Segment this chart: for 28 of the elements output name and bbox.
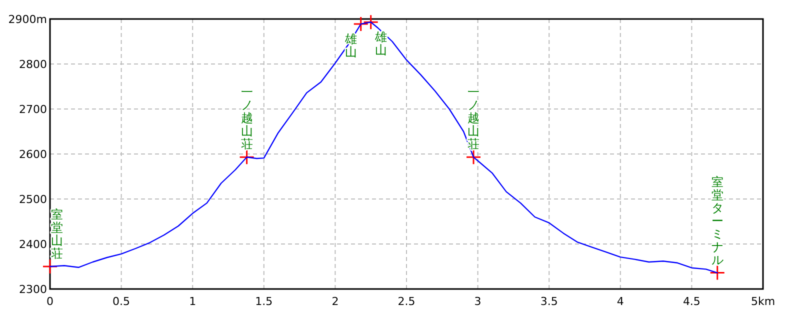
point bbox=[466, 149, 482, 165]
annotation: 室堂ターミナル bbox=[711, 174, 724, 267]
point bbox=[353, 16, 369, 32]
annotation: 室堂山荘 bbox=[51, 208, 63, 260]
y-tick-label: 2400 bbox=[19, 238, 47, 251]
point bbox=[239, 149, 255, 165]
x-tick-label: 1 bbox=[189, 295, 196, 308]
annotation: 一ノ越山荘 bbox=[240, 85, 253, 152]
annotation: 雄山 bbox=[374, 30, 387, 58]
x-tick-label: 4 bbox=[616, 295, 624, 308]
y-tick-label: 2700 bbox=[19, 103, 47, 116]
x-tick-label: 3.5 bbox=[540, 295, 558, 308]
x-tick-label: 5km bbox=[750, 295, 776, 308]
x-tick-label: 2.5 bbox=[398, 295, 416, 308]
x-tick-label: 4.5 bbox=[682, 295, 700, 308]
y-tick-label: 2300 bbox=[19, 283, 47, 296]
point bbox=[710, 265, 726, 281]
point bbox=[363, 14, 379, 30]
y-tick-label: 2600 bbox=[19, 148, 47, 161]
y-tick-label: 2900m bbox=[8, 13, 47, 26]
y-tick-label: 2500 bbox=[19, 193, 47, 206]
x-tick-label: 0 bbox=[46, 295, 54, 308]
point bbox=[42, 258, 58, 274]
x-tick-label: 0.5 bbox=[112, 295, 130, 308]
x-tick-label: 1.5 bbox=[255, 295, 273, 308]
y-tick-label: 2800 bbox=[19, 58, 47, 71]
x-tick-label: 3 bbox=[474, 295, 482, 308]
x-tick-label: 2 bbox=[332, 295, 339, 308]
